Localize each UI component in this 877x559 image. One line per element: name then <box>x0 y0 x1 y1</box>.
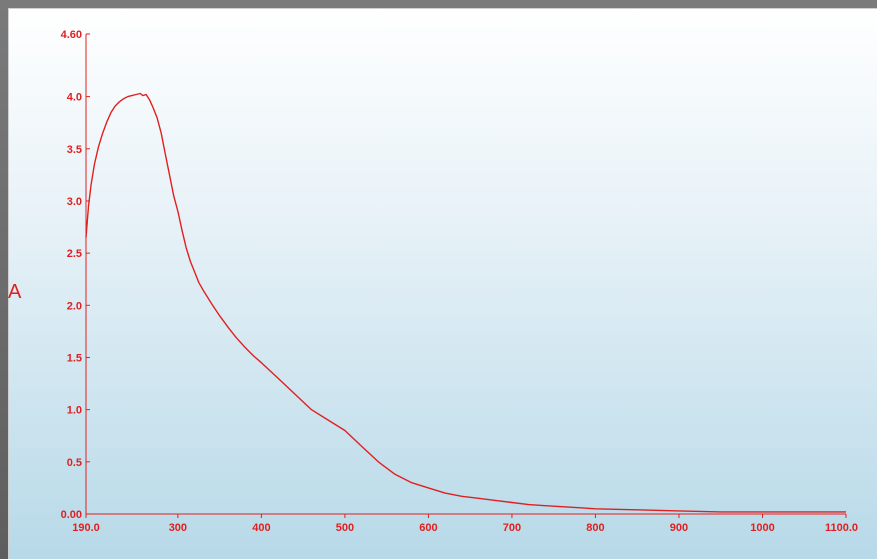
x-tick-label: 300 <box>169 522 187 534</box>
spectrum-line <box>85 92 846 513</box>
x-tick-label: 900 <box>670 522 688 534</box>
y-tick-label: 1.5 <box>67 352 82 364</box>
x-tick-label: 600 <box>419 522 437 534</box>
y-tick-label: 2.5 <box>67 248 82 260</box>
x-axis-ticks: 190.0 300 400 500 600 700 800 900 1000 1100.0 <box>72 514 858 534</box>
y-tick-label: 3.0 <box>67 196 82 208</box>
x-tick-label: 1000 <box>750 522 774 534</box>
y-tick-label: 4.60 <box>61 29 82 41</box>
y-tick-label: 3.5 <box>67 144 82 156</box>
y-tick-label: 4.0 <box>67 92 82 104</box>
y-tick-label: 2.0 <box>67 300 82 312</box>
x-tick-label: 1100.0 <box>825 522 858 534</box>
y-tick-label: 0.5 <box>67 457 82 469</box>
y-axis-title: A <box>8 281 22 303</box>
x-tick-label: 500 <box>336 522 354 534</box>
axes <box>85 34 846 515</box>
x-tick-label: 400 <box>252 522 270 534</box>
y-tick-label: 1.0 <box>67 405 82 417</box>
x-tick-label: 800 <box>586 522 604 534</box>
plot-panel <box>8 8 877 559</box>
x-tick-label: 700 <box>503 522 521 534</box>
x-tick-label: 190.0 <box>72 522 100 534</box>
y-tick-label: 0.00 <box>61 509 82 521</box>
y-axis-ticks: 0.00 0.5 1.0 1.5 2.0 2.5 3.0 3.5 4.0 4.60 <box>61 29 90 521</box>
